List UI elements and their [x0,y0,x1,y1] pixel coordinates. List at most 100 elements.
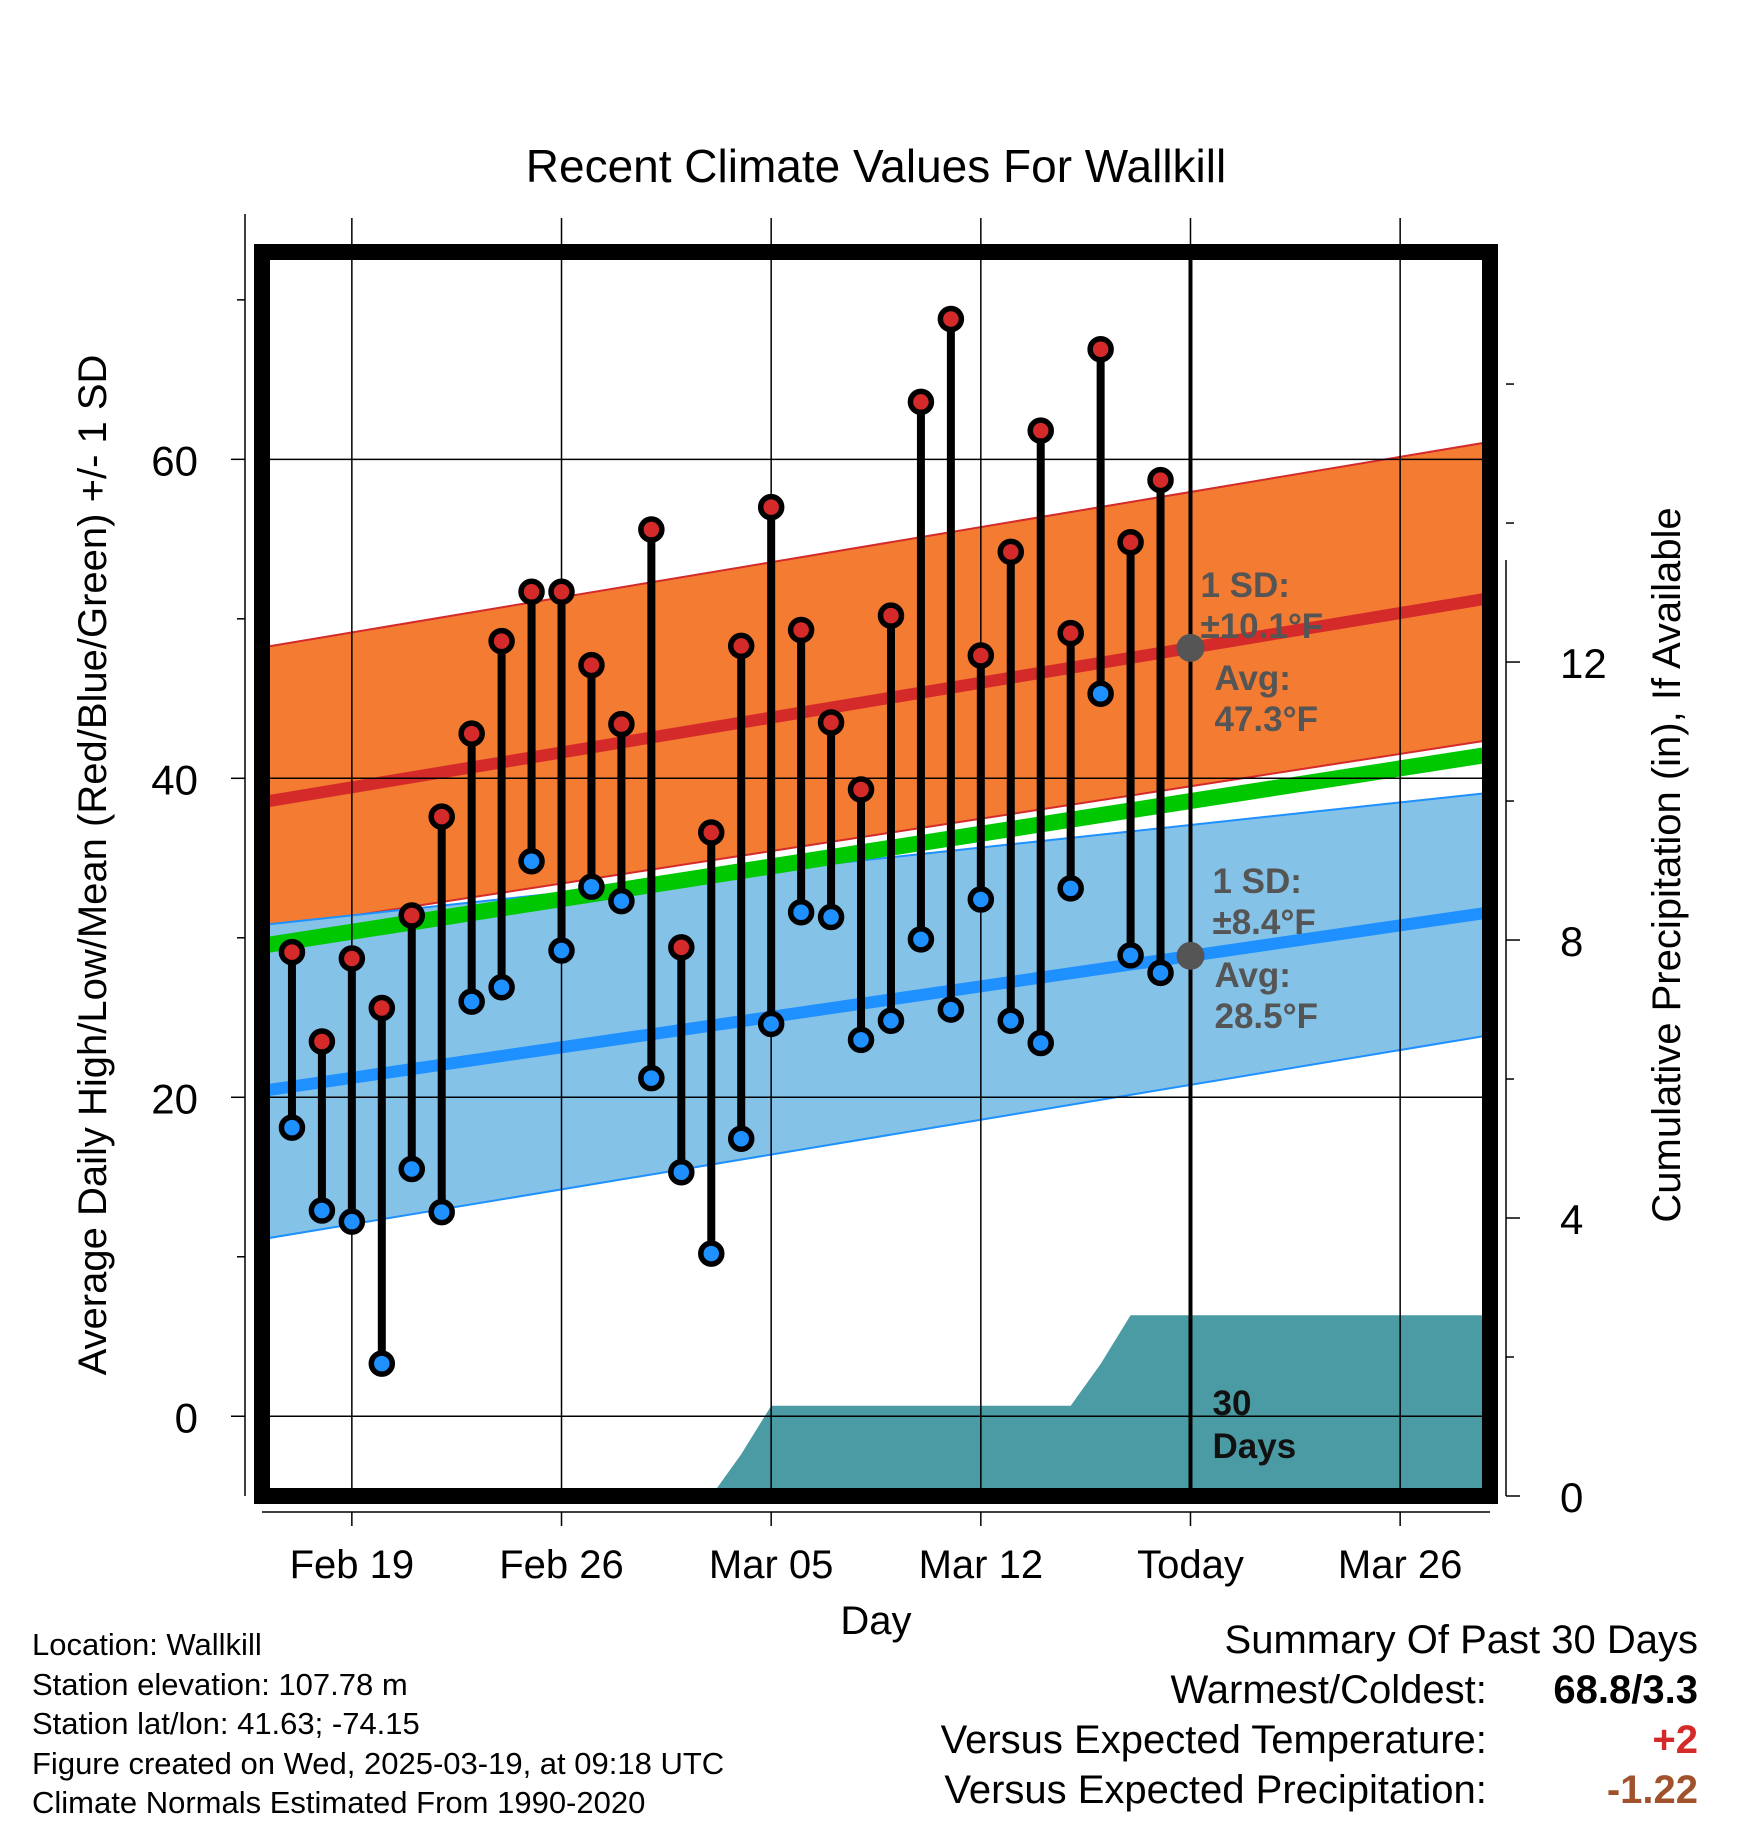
summary-precipitation: Versus Expected Precipitation: -1.22 [941,1765,1698,1815]
annotation-high-sd-label: 1 SD: [1200,566,1289,605]
precip-label-number: 30 [1212,1384,1251,1423]
daily-high-point [727,632,755,660]
daily-low-point [817,903,845,931]
climate-normals-note: Climate Normals Estimated From 1990-2020 [32,1785,646,1820]
daily-high-point [757,493,785,521]
y-tick-label: 20 [151,1075,198,1122]
y2-tick-label: 12 [1560,640,1607,687]
summary-temperature: Versus Expected Temperature: +2 [941,1715,1698,1765]
station-latlon: Station lat/lon: 41.63; -74.15 [32,1706,420,1741]
daily-high-point [877,602,905,629]
daily-low-point [368,1350,396,1377]
daily-low-point [548,937,575,964]
daily-low-point [398,1155,426,1183]
daily-low-point [608,887,635,915]
daily-low-point [1057,875,1084,902]
annotation-low-avg-label: Avg: [1214,956,1290,995]
daily-low-point [847,1026,875,1054]
daily-high-point [1087,336,1114,363]
daily-high-point [817,709,845,736]
daily-high-point [578,651,605,679]
x-tick-label: Feb 26 [499,1543,624,1587]
daily-high-point [458,720,485,747]
summary-panel: Summary Of Past 30 Days Warmest/Coldest:… [941,1615,1698,1815]
precipitation-label: Versus Expected Precipitation: [944,1768,1487,1812]
daily-low-point [937,996,965,1023]
y-tick-label: 40 [151,756,198,803]
daily-low-point [308,1197,336,1224]
y2-tick-label: 4 [1560,1196,1583,1243]
daily-high-point [338,945,366,972]
y-tick-label: 0 [175,1394,198,1441]
figure-created: Figure created on Wed, 2025-03-19, at 09… [32,1745,725,1781]
y2-tick-label: 8 [1560,918,1583,965]
daily-low-point [787,899,815,926]
annotation-high-avg-label: Avg: [1214,659,1290,698]
daily-low-point [997,1007,1025,1034]
daily-high-point [428,803,455,830]
precip-area [262,1315,1490,1496]
daily-high-point [907,388,935,416]
warmest-coldest-label: Warmest/Coldest: [1170,1668,1487,1712]
annotation-high-avg-value: 47.3°F [1214,700,1318,739]
daily-high-point [1027,417,1054,444]
daily-high-point [698,819,725,846]
daily-high-point [967,642,995,669]
plot-frame [254,244,1498,1504]
chart-title: Recent Climate Values For Wallkill [526,140,1226,192]
daily-low-point [668,1158,695,1186]
y2-tick-label: 0 [1560,1474,1583,1521]
daily-low-point [518,847,545,875]
daily-high-point [847,776,875,803]
station-info: Location: Wallkill Station elevation: 10… [32,1625,724,1823]
daily-low-point [698,1240,725,1267]
annotation-low-sd-label: 1 SD: [1212,862,1301,901]
daily-high-point [398,902,426,929]
daily-high-point [488,627,515,655]
daily-low-point [877,1007,905,1034]
x-tick-label: Mar 26 [1338,1543,1463,1587]
y-tick-label: 60 [151,437,198,484]
daily-low-point [578,873,605,901]
daily-high-point [368,994,396,1022]
daily-high-point [787,616,815,644]
daily-low-point [967,886,995,913]
annotation-low-sd-value: ±8.4°F [1212,903,1315,942]
daily-high-point [638,516,665,543]
y-axis-title: Average Daily High/Low/Mean (Red/Blue/Gr… [71,355,115,1376]
temperature-label: Versus Expected Temperature: [940,1718,1487,1762]
x-tick-label: Mar 12 [919,1543,1044,1587]
x-axis-title: Day [840,1599,911,1643]
daily-high-point [937,305,965,333]
daily-low-point [428,1198,455,1226]
daily-low-point [458,988,485,1015]
daily-low-point [907,926,935,953]
daily-high-point [308,1028,336,1055]
daily-low-point [1117,942,1144,969]
warmest-coldest-value: 68.8/3.3 [1553,1668,1698,1712]
daily-low-point [638,1064,665,1092]
x-tick-label: Mar 05 [709,1543,834,1587]
daily-high-point [1117,529,1144,556]
high-sd-band [262,440,1490,931]
avg-low-line [262,906,1490,1097]
daily-low-point [1087,680,1114,708]
avg-mean-line [262,746,1490,954]
precip-label-unit: Days [1212,1427,1296,1466]
daily-high-point [548,578,575,605]
temperature-value: +2 [1652,1718,1698,1762]
y2-axis-title: Cumulative Precipitation (in), If Availa… [1645,507,1689,1222]
summary-title: Summary Of Past 30 Days [1224,1618,1698,1662]
station-elevation: Station elevation: 107.78 m [32,1666,408,1702]
daily-low-point [1027,1029,1054,1057]
daily-low-point [278,1114,306,1141]
daily-low-point [1147,959,1174,987]
daily-high-point [518,578,545,605]
summary-warmest-coldest: Warmest/Coldest: 68.8/3.3 [941,1665,1699,1715]
daily-high-point [668,934,695,961]
daily-high-point [608,710,635,738]
daily-high-point [1057,619,1084,647]
avg-high-line [262,592,1490,809]
